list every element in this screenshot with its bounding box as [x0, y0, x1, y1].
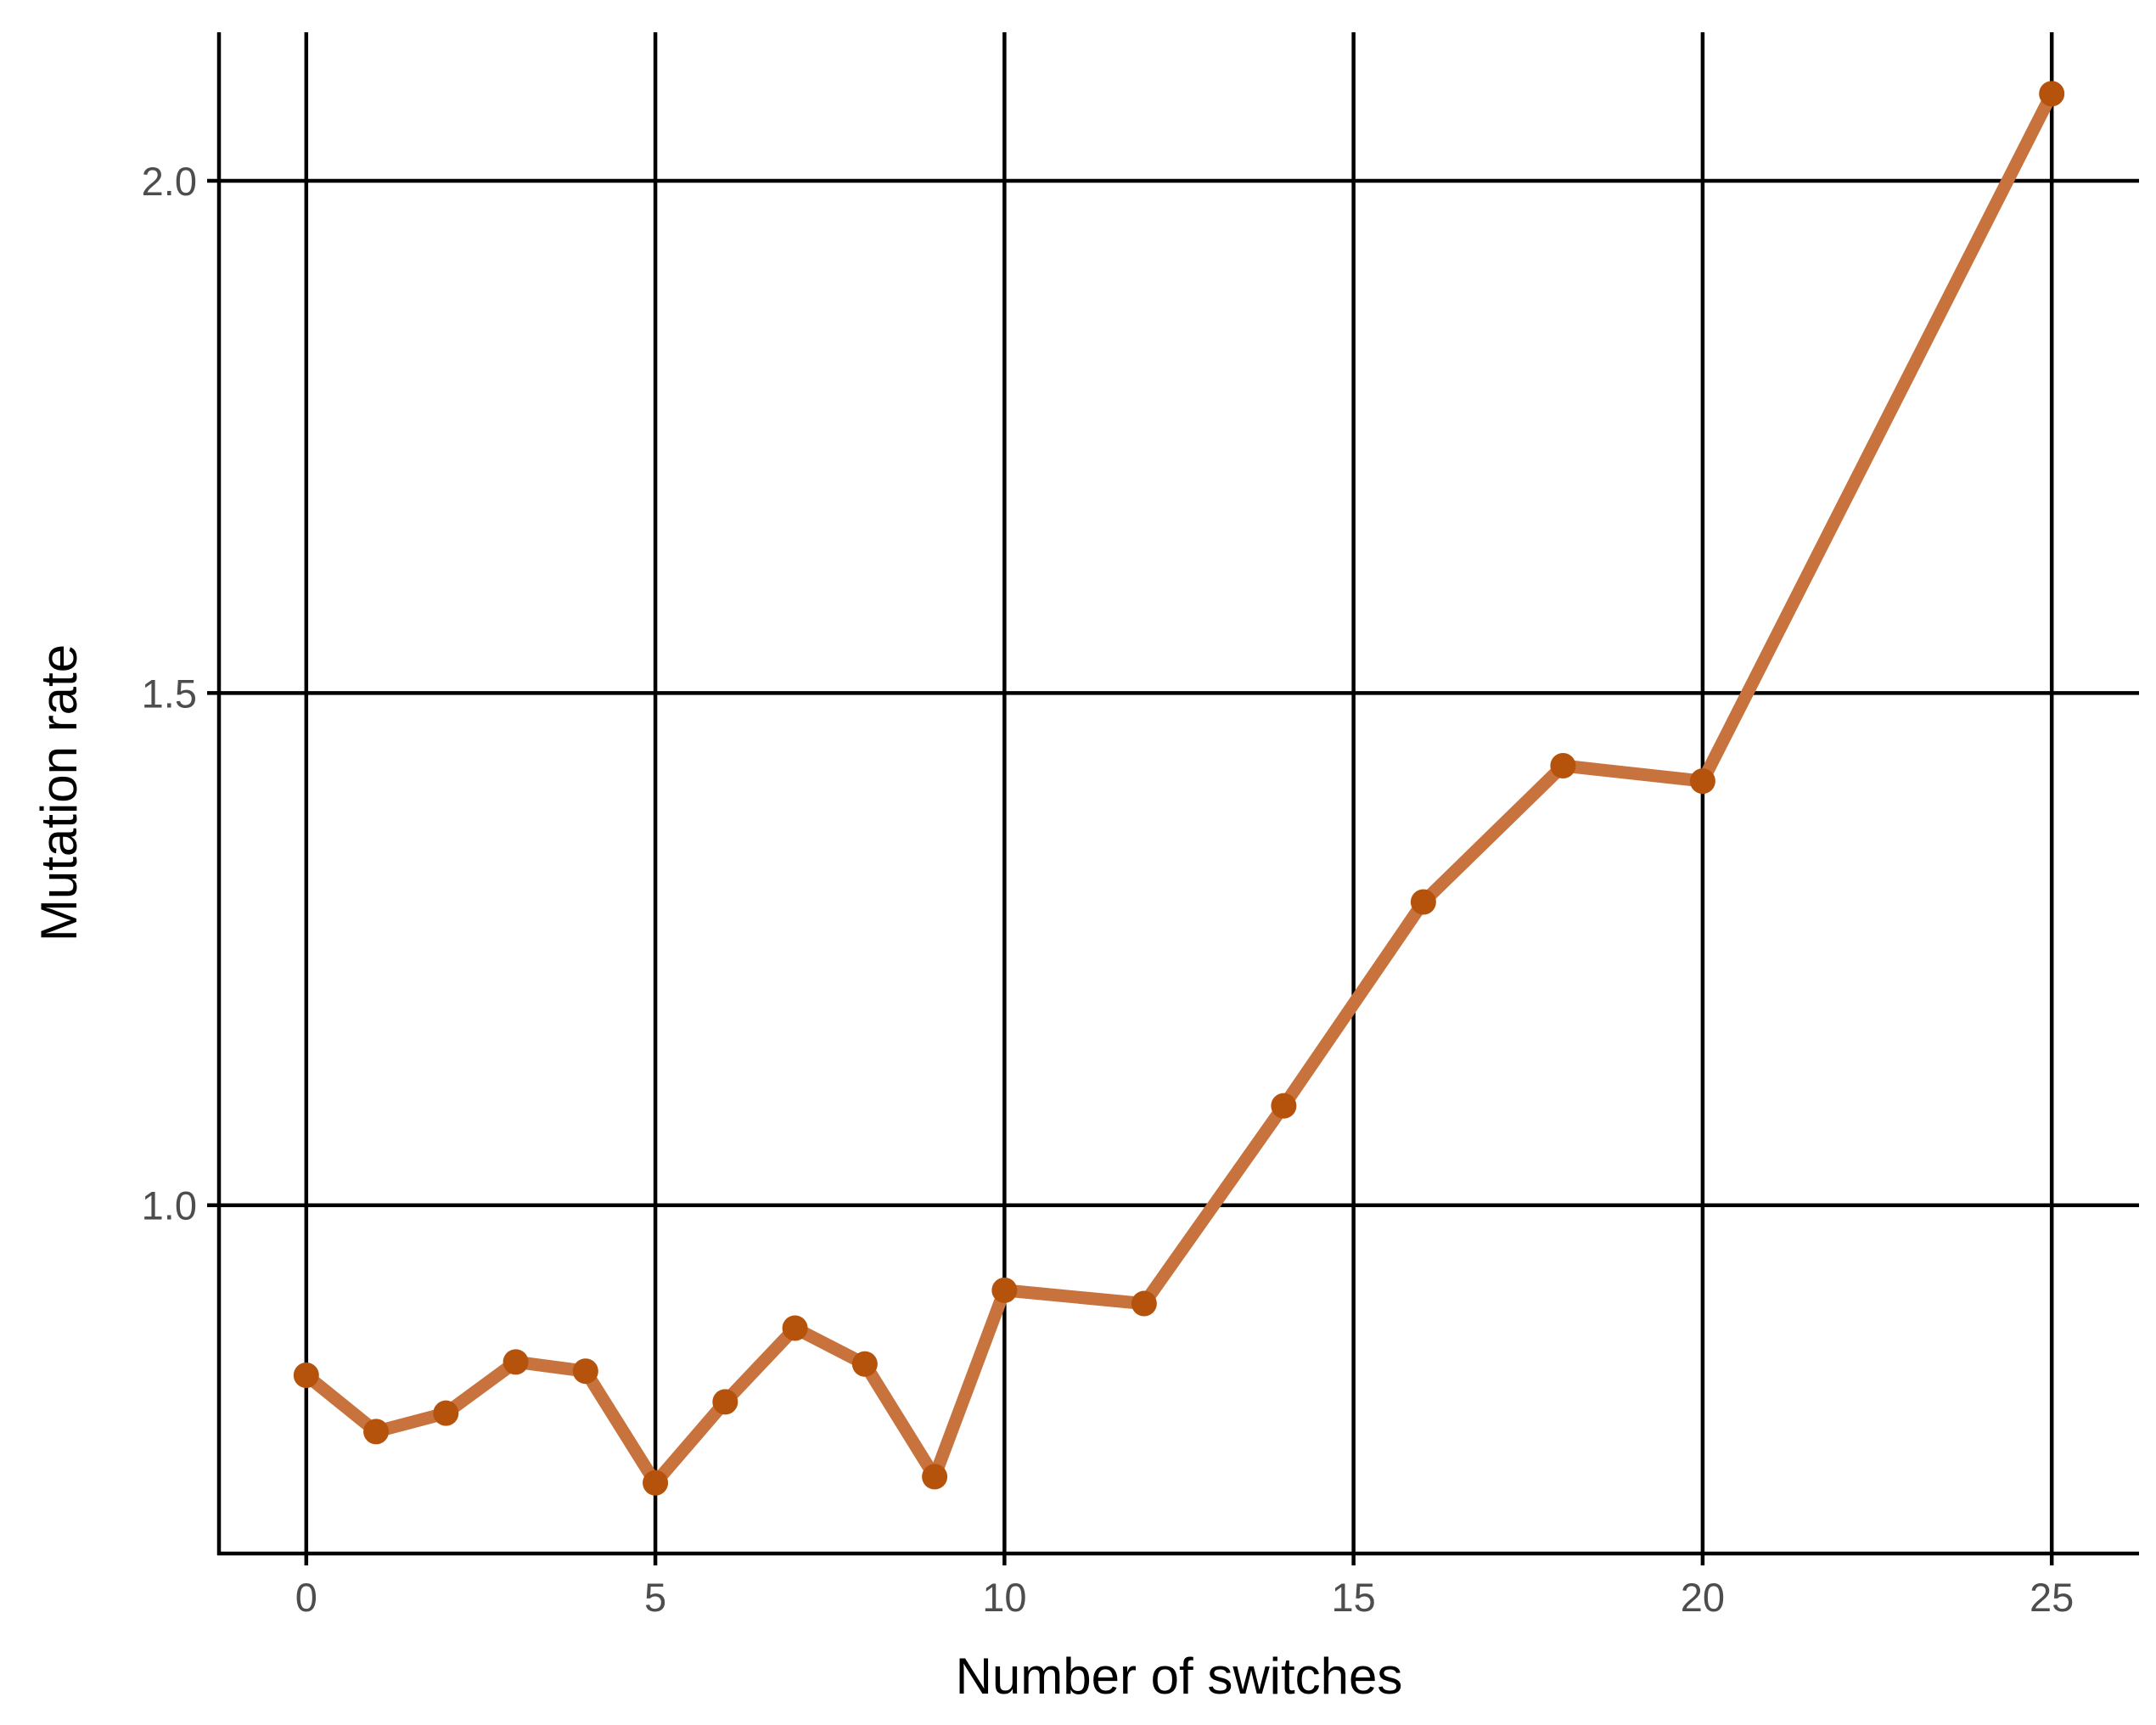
y-tick-label-2: 2.0	[142, 159, 197, 204]
data-point-4	[572, 1358, 598, 1385]
axis-layer	[207, 32, 2139, 1565]
data-point-9	[922, 1464, 948, 1490]
data-point-14	[1271, 1093, 1297, 1119]
series-layer	[293, 81, 2065, 1496]
data-point-10	[991, 1277, 1018, 1303]
y-tick-label-1: 1.0	[142, 1183, 197, 1228]
x-tick-label-20: 20	[1681, 1575, 1725, 1620]
data-point-3	[503, 1349, 529, 1375]
data-point-12	[1131, 1290, 1157, 1317]
x-tick-label-25: 25	[2030, 1575, 2074, 1620]
x-tick-label-5: 5	[644, 1575, 666, 1620]
data-point-16	[1410, 889, 1436, 915]
data-point-25	[2039, 81, 2065, 107]
series-line	[300, 87, 2058, 1490]
x-tick-label-0: 0	[295, 1575, 317, 1620]
data-point-7	[782, 1315, 808, 1341]
y-tick-label-1-5: 1.5	[142, 671, 197, 716]
x-axis-title: Number of switches	[956, 1648, 1403, 1705]
x-tick-label-15: 15	[1331, 1575, 1375, 1620]
data-point-8	[851, 1351, 878, 1377]
data-point-0	[293, 1363, 319, 1389]
x-tick-label-10: 10	[982, 1575, 1026, 1620]
data-point-1	[363, 1419, 390, 1445]
data-point-2	[433, 1400, 459, 1426]
tick-labels: 0 5 10 15 20 25 1.0 1.5 2.0	[142, 159, 2075, 1620]
data-point-20	[1689, 768, 1715, 795]
data-point-18	[1550, 753, 1576, 779]
grid-layer	[219, 32, 2139, 1554]
data-point-5	[643, 1469, 669, 1496]
data-point-6	[712, 1389, 738, 1415]
y-axis-title: Mutation rate	[31, 644, 87, 941]
